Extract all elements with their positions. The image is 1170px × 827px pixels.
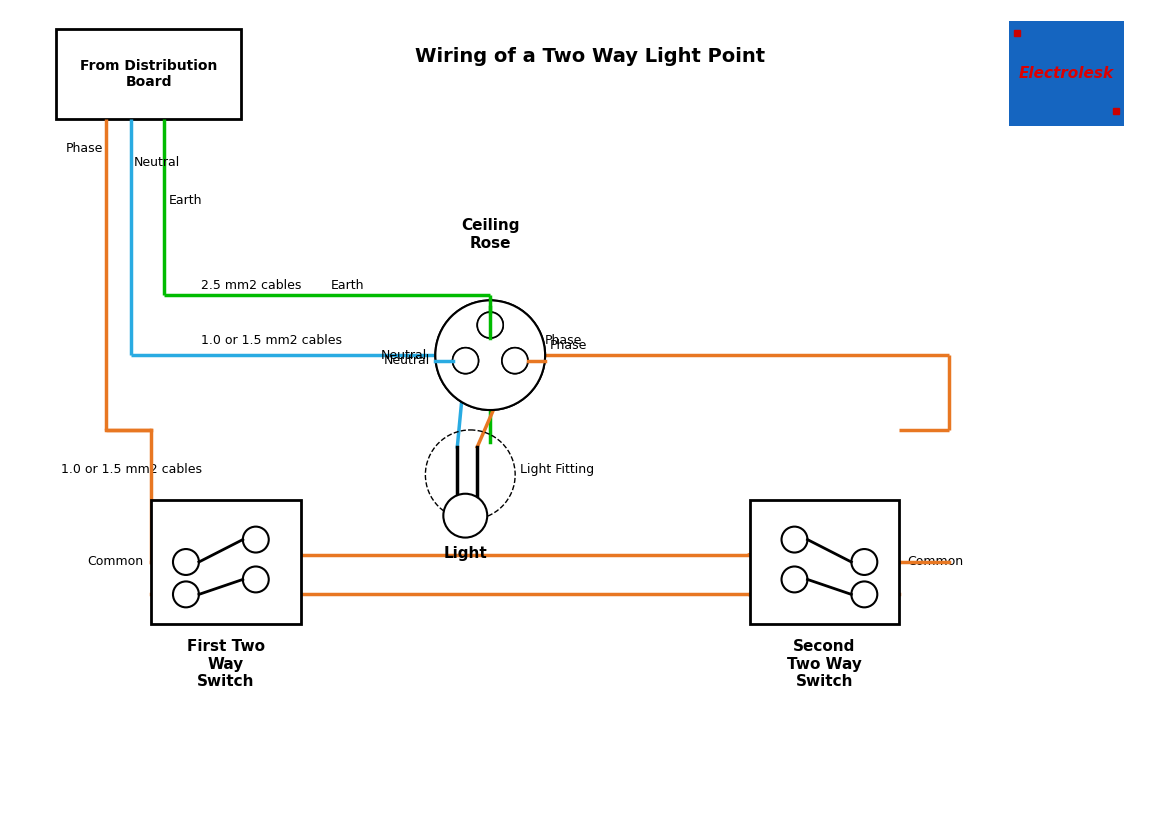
Circle shape bbox=[243, 527, 269, 552]
Text: Phase: Phase bbox=[545, 334, 583, 347]
Circle shape bbox=[852, 581, 878, 607]
Text: Second
Two Way
Switch: Second Two Way Switch bbox=[787, 639, 862, 689]
FancyBboxPatch shape bbox=[750, 500, 900, 624]
Circle shape bbox=[435, 300, 545, 410]
Text: Phase: Phase bbox=[550, 339, 587, 351]
Circle shape bbox=[443, 494, 487, 538]
Circle shape bbox=[502, 347, 528, 374]
Text: Light Fitting: Light Fitting bbox=[521, 463, 594, 476]
Text: Earth: Earth bbox=[331, 279, 364, 292]
Circle shape bbox=[852, 549, 878, 575]
Circle shape bbox=[173, 581, 199, 607]
Text: 1.0 or 1.5 mm2 cables: 1.0 or 1.5 mm2 cables bbox=[201, 334, 342, 347]
Circle shape bbox=[453, 347, 479, 374]
Text: 2.5 mm2 cables: 2.5 mm2 cables bbox=[201, 279, 302, 292]
Circle shape bbox=[435, 300, 545, 410]
Text: 1.0 or 1.5 mm2 cables: 1.0 or 1.5 mm2 cables bbox=[61, 463, 202, 476]
Circle shape bbox=[243, 566, 269, 592]
Circle shape bbox=[453, 347, 479, 374]
FancyBboxPatch shape bbox=[56, 29, 241, 119]
Text: First Two
Way
Switch: First Two Way Switch bbox=[187, 639, 264, 689]
Text: Neutral: Neutral bbox=[384, 354, 431, 366]
Text: Common: Common bbox=[907, 556, 963, 568]
Circle shape bbox=[782, 566, 807, 592]
Text: Phase: Phase bbox=[66, 142, 103, 155]
Text: From Distribution
Board: From Distribution Board bbox=[80, 59, 218, 89]
Text: Earth: Earth bbox=[168, 194, 202, 208]
Text: Neutral: Neutral bbox=[135, 156, 180, 170]
Circle shape bbox=[477, 312, 503, 338]
Circle shape bbox=[477, 312, 503, 338]
FancyBboxPatch shape bbox=[151, 500, 301, 624]
Text: Light: Light bbox=[443, 546, 487, 561]
Text: Wiring of a Two Way Light Point: Wiring of a Two Way Light Point bbox=[415, 46, 765, 65]
Text: Ceiling
Rose: Ceiling Rose bbox=[461, 218, 519, 251]
Circle shape bbox=[173, 549, 199, 575]
Circle shape bbox=[782, 527, 807, 552]
Text: Common: Common bbox=[87, 556, 143, 568]
Text: Electrolesk: Electrolesk bbox=[1019, 66, 1114, 81]
Circle shape bbox=[502, 347, 528, 374]
FancyBboxPatch shape bbox=[1009, 22, 1123, 126]
Text: Neutral: Neutral bbox=[380, 349, 427, 361]
